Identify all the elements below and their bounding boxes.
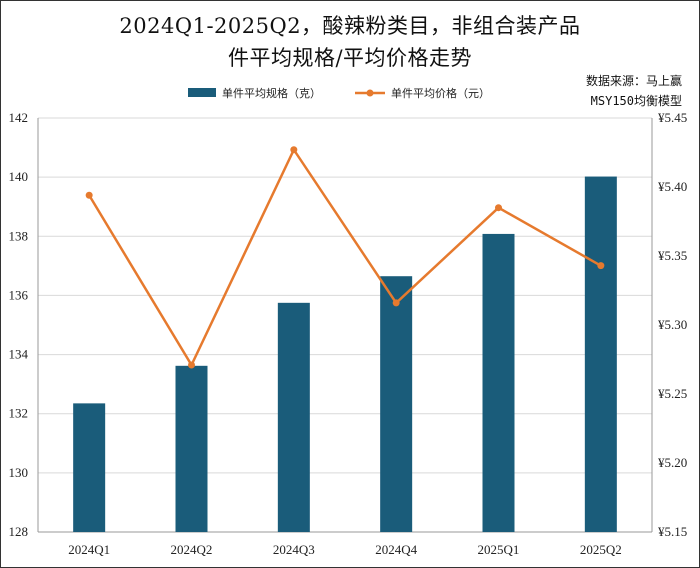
y-right-tick-label: ¥5.25 <box>658 386 687 401</box>
y-left-tick-label: 136 <box>9 287 29 302</box>
x-tick-label: 2024Q3 <box>273 542 315 557</box>
chart-title-line2: 件平均规格/平均价格走势 <box>227 46 473 70</box>
x-tick-label: 2025Q2 <box>580 542 622 557</box>
legend-line-label: 单件平均价格（元） <box>391 86 490 100</box>
y-right-tick-label: ¥5.35 <box>658 248 687 263</box>
bar <box>482 233 515 533</box>
bar <box>277 302 310 532</box>
y-right-tick-label: ¥5.15 <box>658 524 687 539</box>
bar <box>175 365 208 532</box>
x-tick-label: 2025Q1 <box>478 542 520 557</box>
y-left-tick-label: 142 <box>9 110 29 125</box>
x-tick-label: 2024Q1 <box>68 542 110 557</box>
y-left-tick-label: 134 <box>9 347 29 362</box>
y-left-tick-label: 140 <box>9 169 29 184</box>
x-tick-label: 2024Q2 <box>171 542 213 557</box>
y-left-tick-label: 130 <box>9 465 29 480</box>
price-point <box>290 146 298 154</box>
x-tick-label: 2024Q4 <box>375 542 417 557</box>
price-point <box>392 299 400 307</box>
y-right-tick-label: ¥5.30 <box>658 317 687 332</box>
bar <box>73 403 106 532</box>
price-point <box>495 204 502 212</box>
y-right-tick-label: ¥5.20 <box>658 455 687 470</box>
y-left-tick-label: 132 <box>9 406 29 421</box>
bar <box>584 176 617 532</box>
price-point <box>597 262 605 270</box>
y-right-tick-label: ¥5.45 <box>658 110 687 125</box>
price-point <box>85 191 93 199</box>
source-note-line2: MSY150均衡模型 <box>590 94 682 108</box>
source-note-line1: 数据来源：马上赢 <box>585 74 682 88</box>
legend-bar-swatch <box>188 88 216 97</box>
y-left-tick-label: 128 <box>9 524 29 539</box>
y-right-tick-label: ¥5.40 <box>658 179 687 194</box>
legend-line-marker <box>366 89 374 97</box>
chart-title-line1: 2024Q1-2025Q2，酸辣粉类目，非组合装产品 <box>119 14 581 38</box>
legend-bar-label: 单件平均规格（克） <box>222 86 321 100</box>
price-line <box>88 147 602 368</box>
y-left-tick-label: 138 <box>9 228 29 243</box>
bar <box>380 276 413 532</box>
price-point <box>188 361 195 369</box>
